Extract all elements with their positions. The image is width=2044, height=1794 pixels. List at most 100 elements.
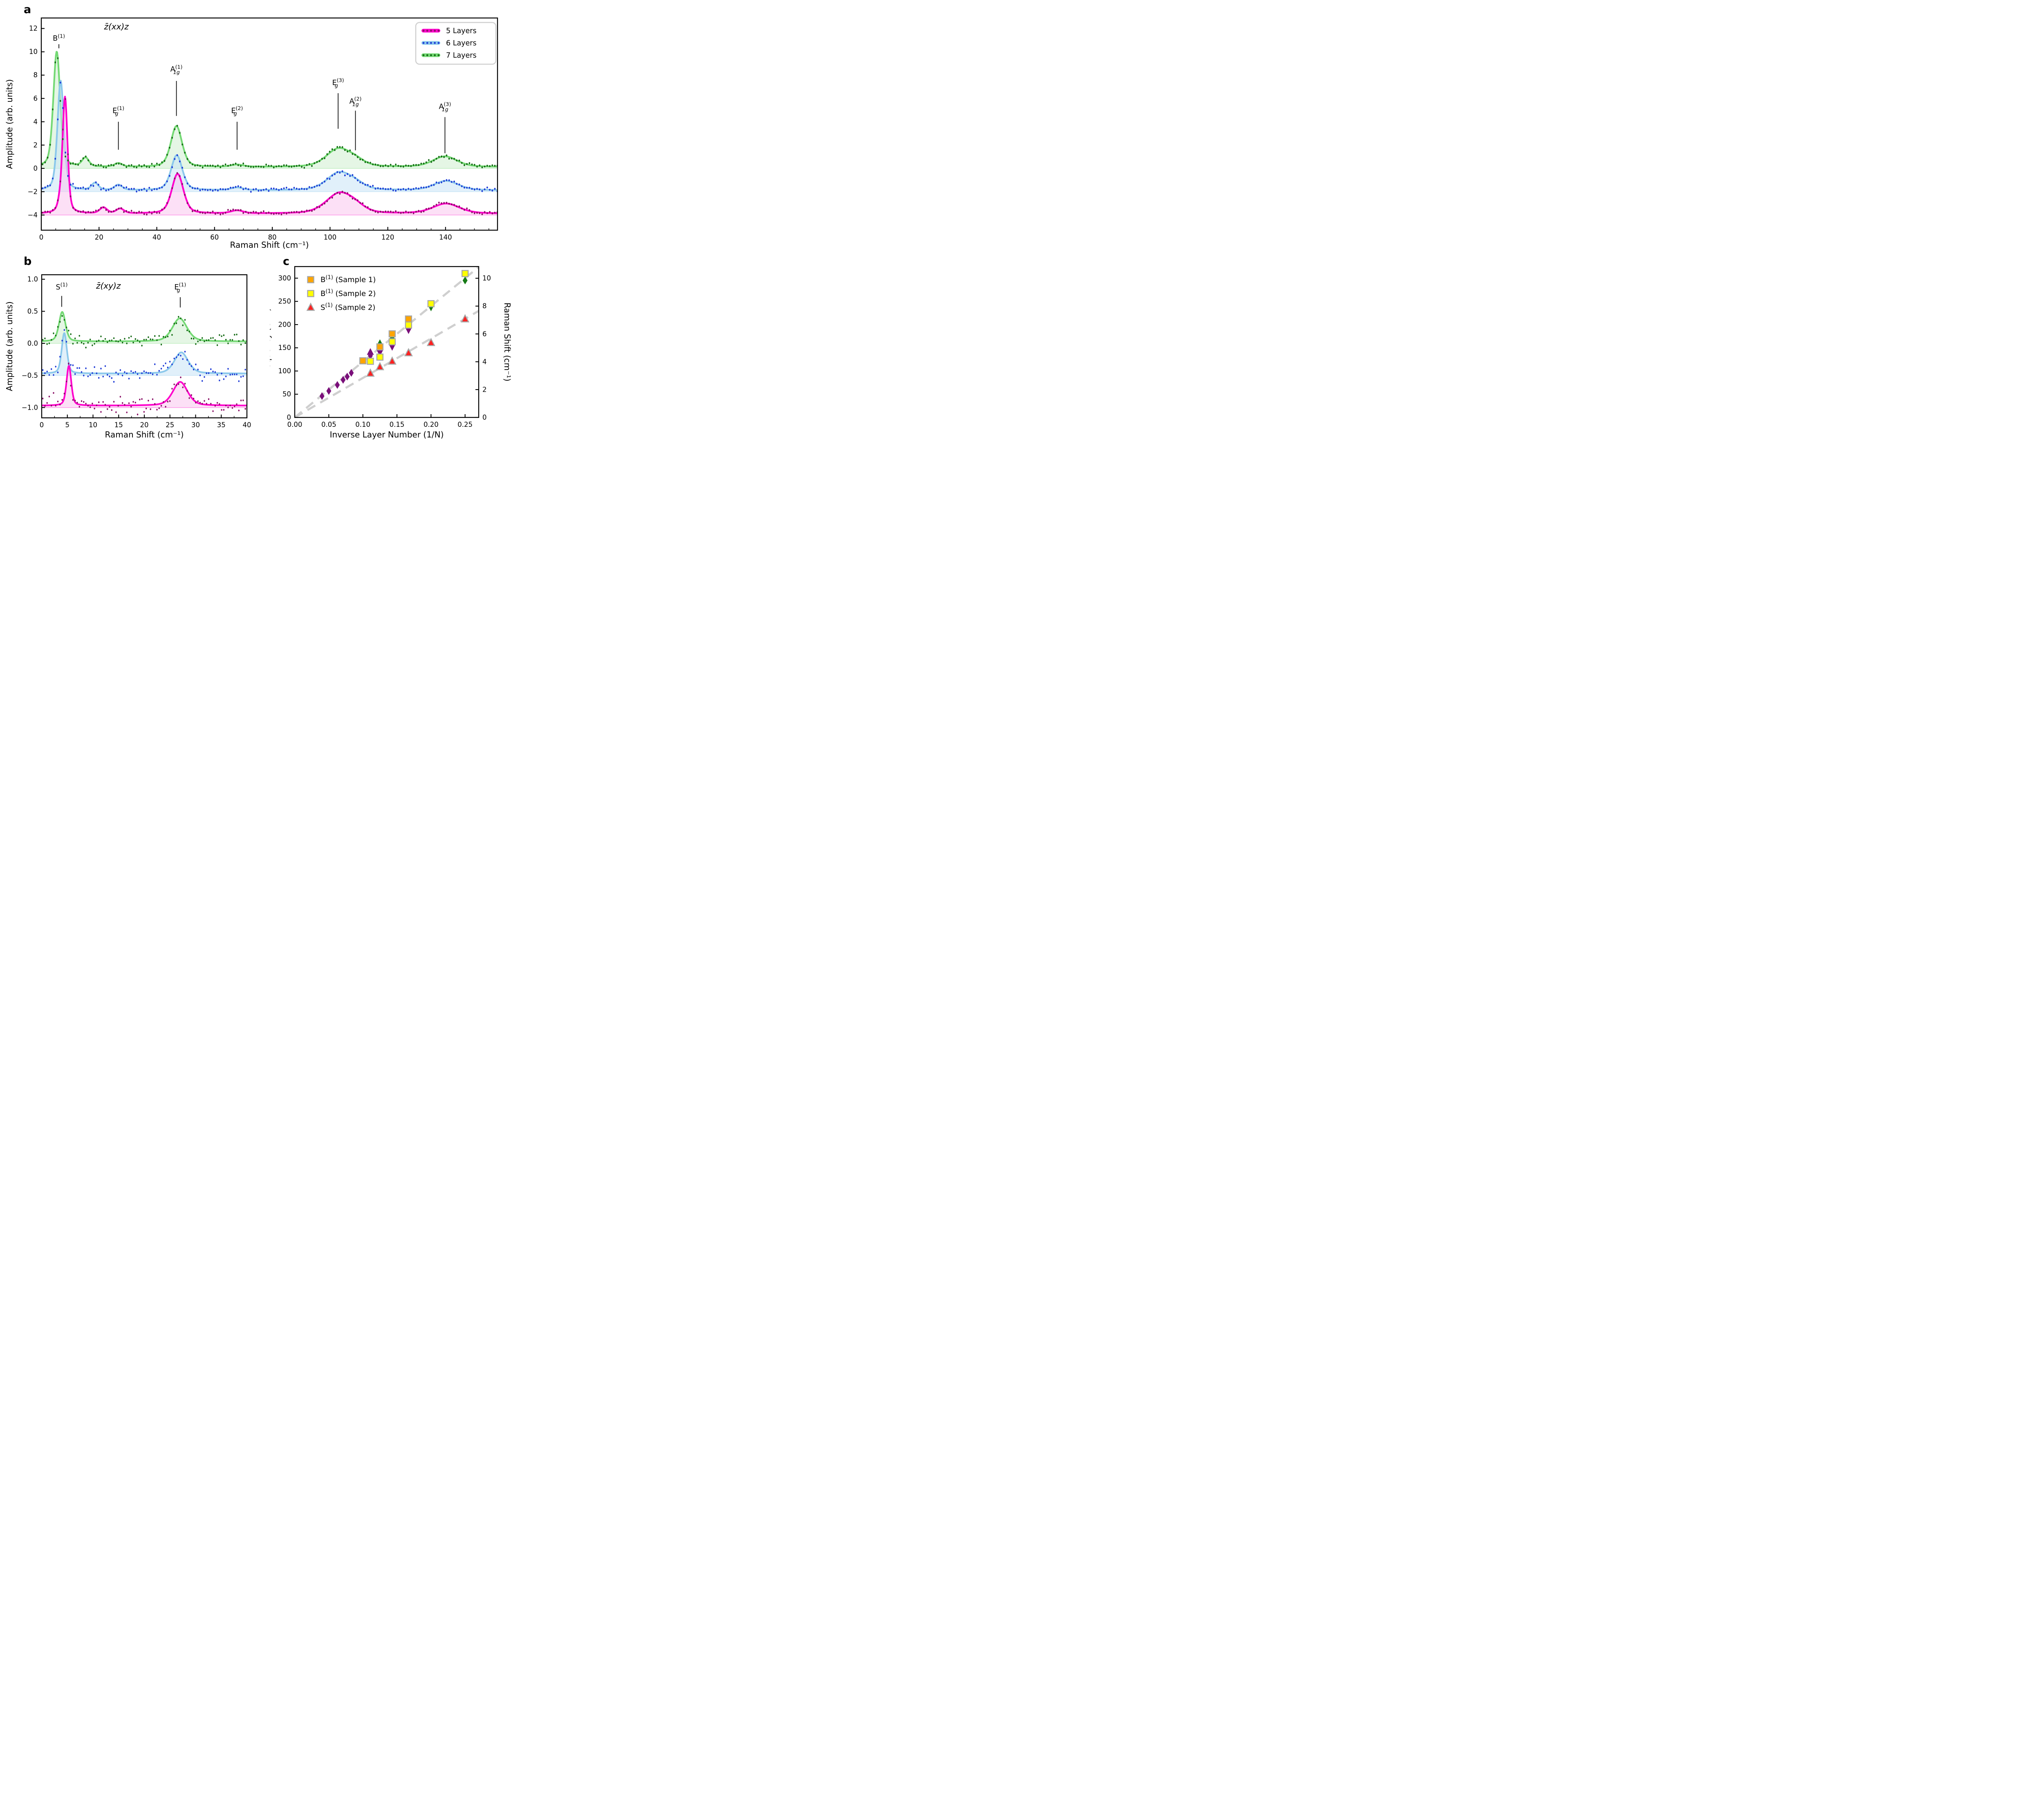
svg-text:10: 10 xyxy=(29,48,38,56)
plot-area xyxy=(41,51,498,216)
svg-text:5: 5 xyxy=(65,421,70,429)
series-5-layers xyxy=(42,365,247,408)
svg-text:S(1) (Sample 2): S(1) (Sample 2) xyxy=(320,303,375,312)
plot-frame xyxy=(40,17,498,231)
figure: a b c B(1) E(1) g A(1) 1g E(2) g E(3) g A(2) 1g A(3… xyxy=(0,0,529,448)
svg-text:8: 8 xyxy=(482,302,487,310)
svg-text:−1.0: −1.0 xyxy=(22,404,38,411)
svg-text:60: 60 xyxy=(210,233,219,241)
svg-text:4: 4 xyxy=(482,358,487,366)
legend-label: 5 Layers xyxy=(446,27,477,35)
svg-text:6: 6 xyxy=(34,94,38,102)
scatter-dots-5-layers xyxy=(42,362,246,415)
svg-text:20: 20 xyxy=(95,233,103,241)
svg-text:B(1) (Sample 1): B(1) (Sample 1) xyxy=(320,275,376,285)
svg-text:4: 4 xyxy=(34,118,38,126)
panel-label-a: a xyxy=(24,3,31,16)
svg-text:15: 15 xyxy=(114,421,123,429)
svg-text:10: 10 xyxy=(89,421,97,429)
series-S1-sample-2 xyxy=(366,314,470,377)
x-axis-label: Raman Shift (cm⁻¹) xyxy=(230,240,309,250)
svg-text:250: 250 xyxy=(278,298,291,305)
legend-label: 6 Layers xyxy=(446,39,477,47)
svg-text:10: 10 xyxy=(482,274,491,282)
polarization-title: z̄(xx)z xyxy=(104,22,129,31)
panel-a-raman-spectra-xx: B(1)E(1) gA(1) 1gE(2) gE(3) gA(2) 1g A(3) 1g0 20… xyxy=(4,17,498,250)
peak-annotations: S(1) E(1) g xyxy=(56,282,186,308)
series-B1-sample-1 xyxy=(359,315,412,365)
svg-text:2: 2 xyxy=(34,141,38,149)
svg-text:A(2)1g: A(2) 1g xyxy=(350,96,362,107)
svg-text:6: 6 xyxy=(482,330,487,338)
axes: 0 5 10 15 20 25 30 35 40 1.0 0.5 0.0 −0.5 −1.0 Raman S… xyxy=(4,274,251,440)
peak-annotations: B(1) E(1) g A(1) 1g E(2) g E(3) g A(2) 1g A(3) 1g xyxy=(53,33,451,153)
svg-text:1.0: 1.0 xyxy=(27,275,38,283)
svg-text:0.0: 0.0 xyxy=(27,339,38,347)
series-6-layers xyxy=(42,332,247,376)
series-7-layers xyxy=(42,311,247,344)
svg-text:140: 140 xyxy=(439,233,452,241)
legend: 5 Layers 6 Layers 7 Layers xyxy=(415,22,497,65)
svg-text:20: 20 xyxy=(140,421,149,429)
svg-text:0: 0 xyxy=(482,414,487,422)
y-axis-label-left: Frequency (GHz) xyxy=(270,308,272,376)
svg-text:−4: −4 xyxy=(28,211,38,219)
svg-text:120: 120 xyxy=(381,233,394,241)
plot-area xyxy=(42,311,247,415)
svg-text:−2: −2 xyxy=(28,188,38,195)
svg-text:S(1): S(1) xyxy=(56,282,67,292)
polarization-title: z̄(xy)z xyxy=(96,281,121,291)
svg-text:0.10: 0.10 xyxy=(355,421,370,428)
svg-text:0.25: 0.25 xyxy=(457,421,473,428)
svg-text:80: 80 xyxy=(268,233,277,241)
svg-text:E(1)g: E(1) g xyxy=(112,105,124,117)
svg-text:2: 2 xyxy=(482,386,487,393)
svg-text:0.05: 0.05 xyxy=(321,421,336,428)
svg-text:100: 100 xyxy=(278,367,291,375)
svg-text:E(3)g: E(3) g xyxy=(332,77,344,89)
svg-text:0: 0 xyxy=(287,414,291,422)
series-6-layers xyxy=(41,80,498,192)
series-purple-triangle-up xyxy=(367,348,374,355)
scatter-dots-7-layers xyxy=(42,57,498,169)
svg-text:200: 200 xyxy=(278,321,291,328)
panel-label-c: c xyxy=(283,255,290,268)
svg-text:B(1): B(1) xyxy=(53,33,65,43)
svg-text:0.00: 0.00 xyxy=(287,421,303,428)
series-green-diamond xyxy=(462,276,468,285)
svg-text:12: 12 xyxy=(29,25,38,32)
y-axis-label-right: Raman Shift (cm⁻¹) xyxy=(502,303,512,381)
svg-text:B(1) (Sample 2): B(1) (Sample 2) xyxy=(320,289,376,298)
y-axis-label: Amplitude (arb. units) xyxy=(4,79,14,169)
svg-text:100: 100 xyxy=(324,233,337,241)
svg-text:40: 40 xyxy=(152,233,161,241)
svg-text:8: 8 xyxy=(34,71,38,79)
scatter-dots-7-layers xyxy=(42,315,246,349)
svg-text:40: 40 xyxy=(243,421,251,429)
series-5-layers xyxy=(41,96,498,215)
svg-text:A(1)1g: A(1) 1g xyxy=(170,64,183,75)
plot-area xyxy=(295,267,479,417)
svg-text:0.15: 0.15 xyxy=(390,421,405,428)
series-7-layers xyxy=(41,51,498,169)
panel-label-b: b xyxy=(24,255,32,268)
svg-text:50: 50 xyxy=(282,390,291,398)
x-axis-label: Raman Shift (cm⁻¹) xyxy=(105,430,184,440)
panel-c-frequency-vs-inverse-layer: 0.00 0.05 0.10 0.15 0.20 0.250501001502002503… xyxy=(270,266,512,440)
svg-text:−0.5: −0.5 xyxy=(22,372,38,379)
svg-text:E(2)g: E(2) g xyxy=(231,105,243,117)
trend-lines xyxy=(295,267,479,417)
svg-text:30: 30 xyxy=(191,421,200,429)
svg-text:0: 0 xyxy=(40,421,44,429)
svg-text:35: 35 xyxy=(217,421,226,429)
svg-text:150: 150 xyxy=(278,344,291,352)
legend: B(1) (Sample 1) B(1) (Sample 2) S(1) (Samp… xyxy=(306,275,376,312)
svg-text:0.5: 0.5 xyxy=(27,307,38,315)
plot-frame xyxy=(294,266,480,418)
svg-text:E(1)g: E(1) g xyxy=(174,282,186,293)
legend-label: 7 Layers xyxy=(446,52,477,60)
axes: 0.00 0.05 0.10 0.15 0.20 0.250501001502002503… xyxy=(270,266,512,440)
series-purple-diamond xyxy=(319,352,373,400)
svg-text:A(3)1g: A(3) 1g xyxy=(439,101,451,112)
